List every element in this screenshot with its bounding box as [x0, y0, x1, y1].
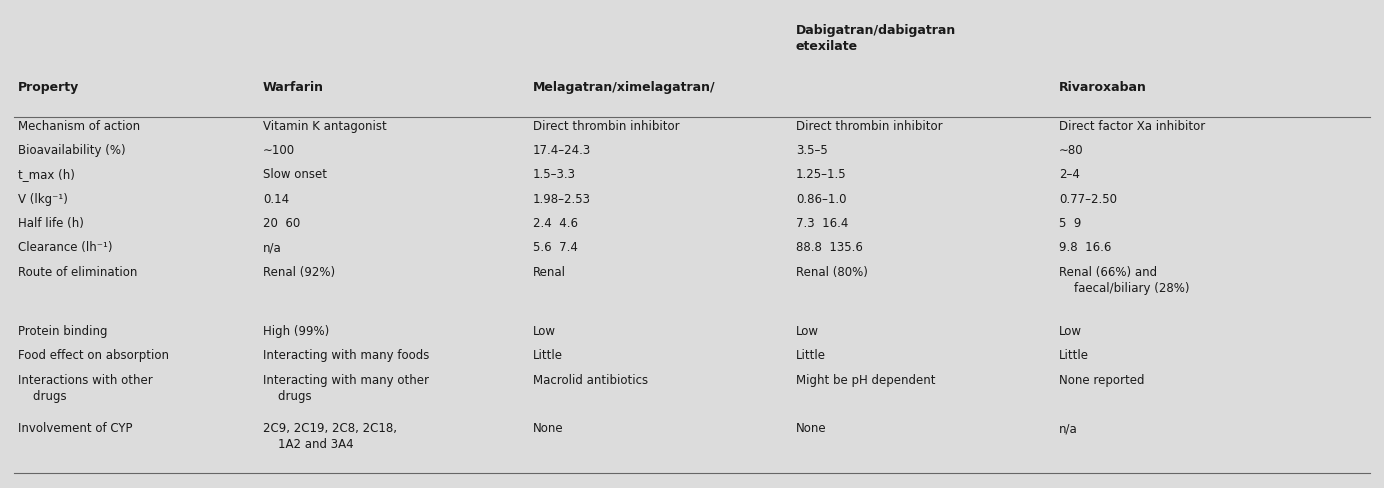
Text: V (lkg⁻¹): V (lkg⁻¹) [18, 193, 68, 205]
Text: 2C9, 2C19, 2C8, 2C18,
    1A2 and 3A4: 2C9, 2C19, 2C8, 2C18, 1A2 and 3A4 [263, 422, 397, 451]
Text: Little: Little [796, 349, 826, 362]
Text: Slow onset: Slow onset [263, 168, 327, 181]
Text: Protein binding: Protein binding [18, 325, 108, 338]
Text: 2.4  4.6: 2.4 4.6 [533, 217, 579, 230]
Text: 20  60: 20 60 [263, 217, 300, 230]
Text: Interacting with many other
    drugs: Interacting with many other drugs [263, 373, 429, 403]
Text: 0.77–2.50: 0.77–2.50 [1059, 193, 1117, 205]
Text: None: None [533, 422, 563, 435]
Text: Bioavailability (%): Bioavailability (%) [18, 144, 126, 157]
Text: Interacting with many foods: Interacting with many foods [263, 349, 429, 362]
Text: 7.3  16.4: 7.3 16.4 [796, 217, 848, 230]
Text: 1.25–1.5: 1.25–1.5 [796, 168, 847, 181]
Text: High (99%): High (99%) [263, 325, 329, 338]
Text: 2–4: 2–4 [1059, 168, 1080, 181]
Text: Might be pH dependent: Might be pH dependent [796, 373, 936, 386]
Text: Food effect on absorption: Food effect on absorption [18, 349, 169, 362]
Text: Direct thrombin inhibitor: Direct thrombin inhibitor [796, 120, 943, 133]
Text: None reported: None reported [1059, 373, 1145, 386]
Text: Interactions with other
    drugs: Interactions with other drugs [18, 373, 152, 403]
Text: n/a: n/a [1059, 422, 1078, 435]
Text: 0.86–1.0: 0.86–1.0 [796, 193, 846, 205]
Text: Rivaroxaban: Rivaroxaban [1059, 81, 1146, 94]
Text: Dabigatran/dabigatran
etexilate: Dabigatran/dabigatran etexilate [796, 24, 956, 53]
Text: 1.98–2.53: 1.98–2.53 [533, 193, 591, 205]
Text: 5.6  7.4: 5.6 7.4 [533, 241, 577, 254]
Text: Route of elimination: Route of elimination [18, 265, 137, 279]
Text: 3.5–5: 3.5–5 [796, 144, 828, 157]
Text: Melagatran/ximelagatran/: Melagatran/ximelagatran/ [533, 81, 716, 94]
Text: Little: Little [533, 349, 563, 362]
Text: Low: Low [533, 325, 556, 338]
Text: 17.4–24.3: 17.4–24.3 [533, 144, 591, 157]
Text: Macrolid antibiotics: Macrolid antibiotics [533, 373, 648, 386]
Text: Low: Low [1059, 325, 1082, 338]
Text: Renal (80%): Renal (80%) [796, 265, 868, 279]
Text: Renal (92%): Renal (92%) [263, 265, 335, 279]
Text: Direct factor Xa inhibitor: Direct factor Xa inhibitor [1059, 120, 1205, 133]
Text: Warfarin: Warfarin [263, 81, 324, 94]
Text: 88.8  135.6: 88.8 135.6 [796, 241, 862, 254]
Text: t_max (h): t_max (h) [18, 168, 75, 181]
Text: 0.14: 0.14 [263, 193, 289, 205]
Text: 1.5–3.3: 1.5–3.3 [533, 168, 576, 181]
Text: Mechanism of action: Mechanism of action [18, 120, 140, 133]
Text: None: None [796, 422, 826, 435]
Text: Half life (h): Half life (h) [18, 217, 84, 230]
Text: 9.8  16.6: 9.8 16.6 [1059, 241, 1111, 254]
Text: Vitamin K antagonist: Vitamin K antagonist [263, 120, 386, 133]
Text: 5  9: 5 9 [1059, 217, 1081, 230]
Text: Low: Low [796, 325, 819, 338]
Text: Renal: Renal [533, 265, 566, 279]
Text: ∼100: ∼100 [263, 144, 295, 157]
Text: Direct thrombin inhibitor: Direct thrombin inhibitor [533, 120, 680, 133]
Text: Property: Property [18, 81, 79, 94]
Text: Clearance (lh⁻¹): Clearance (lh⁻¹) [18, 241, 112, 254]
Text: ∼80: ∼80 [1059, 144, 1084, 157]
Text: Involvement of CYP: Involvement of CYP [18, 422, 133, 435]
Text: Renal (66%) and
    faecal/biliary (28%): Renal (66%) and faecal/biliary (28%) [1059, 265, 1189, 295]
Text: Little: Little [1059, 349, 1089, 362]
Text: n/a: n/a [263, 241, 282, 254]
